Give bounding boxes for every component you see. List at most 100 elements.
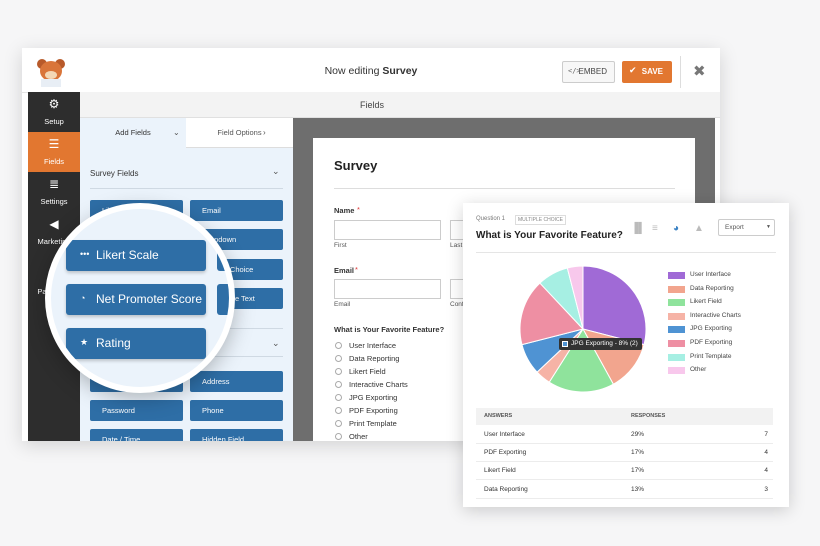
embed-button[interactable]: EMBED	[562, 61, 615, 83]
field-button[interactable]: Phone	[190, 400, 283, 421]
magnifier: Likert Scale ••• Net Promoter Score ◔ Rating…	[45, 203, 235, 393]
form-title: Survey	[334, 158, 378, 173]
sidebar-item[interactable]: ☰ Fields	[28, 132, 80, 172]
legend-label: User Interface	[690, 271, 731, 278]
tab-add-fields[interactable]: Add Fields	[115, 128, 151, 137]
name-label: Name	[334, 206, 355, 215]
sidebar-item[interactable]: ◀ Marketing	[28, 212, 80, 252]
sidebar-icon: ≣	[48, 177, 60, 191]
pie-slice	[566, 265, 584, 330]
radio[interactable]	[335, 407, 342, 414]
required-mark: *	[355, 265, 358, 274]
sidebar-item[interactable]: ≣ Settings	[28, 172, 80, 212]
option-label: Data Reporting	[349, 354, 400, 363]
field-button[interactable]: Date / Time	[90, 429, 183, 441]
radio[interactable]	[335, 420, 342, 427]
chart-type-icon[interactable]: ▐▌	[631, 223, 646, 234]
option-label: Interactive Charts	[349, 380, 408, 389]
table-cell: Likert Field	[484, 467, 516, 475]
legend-swatch	[668, 312, 685, 320]
table-cell: User Interface	[484, 431, 525, 438]
option-label: User Interface	[349, 341, 397, 350]
table-cell: 29%	[631, 431, 645, 438]
input[interactable]	[334, 279, 441, 299]
question-number: Question 1	[476, 216, 506, 222]
radio[interactable]	[335, 433, 342, 440]
radio[interactable]	[335, 381, 342, 388]
logo	[34, 57, 68, 87]
sidebar-icon: ⚙	[48, 97, 60, 111]
legend-label: JPG Exporting	[690, 325, 732, 333]
results-card: Question 1 MULTIPLE CHOICE What is Your Fa…	[463, 203, 789, 507]
embed-icon: </>	[568, 67, 581, 75]
table-header	[476, 408, 773, 425]
radio[interactable]	[335, 355, 342, 362]
legend-label: Interactive Charts	[690, 311, 741, 319]
save-check: ✔	[629, 65, 637, 75]
body	[41, 79, 61, 87]
tab-chevron: ⌄	[173, 128, 180, 137]
pie-slice	[548, 328, 615, 393]
section-chevron: ⌄	[272, 338, 280, 348]
magnified-button[interactable]: Likert Scale	[66, 240, 206, 271]
table-header-cell: ANSWERS	[484, 413, 513, 419]
export-select[interactable]: Export	[718, 219, 775, 236]
legend-swatch	[668, 367, 685, 375]
input[interactable]	[334, 220, 441, 240]
legend-label: Likert Field	[690, 298, 722, 306]
option-label: Likert Field	[349, 367, 386, 376]
table-row-border	[476, 497, 773, 499]
chart-type-icon[interactable]: ▲	[694, 223, 704, 234]
title-name: Survey	[382, 65, 418, 77]
table-cell: 13%	[631, 485, 645, 493]
tab-field-options[interactable]: Field Options	[186, 118, 293, 148]
editing-title: Now editing Survey	[22, 65, 720, 77]
chart-type-icon[interactable]: ≡	[652, 223, 658, 234]
legend-swatch	[668, 353, 685, 361]
field-button[interactable]: Hidden Field	[190, 429, 283, 441]
sidebar-item[interactable]: ⚙ Setup	[28, 92, 80, 132]
card-divider	[476, 252, 776, 253]
fields-bar-title: Fields	[359, 100, 384, 110]
sidebar-icon: ☰	[48, 137, 60, 151]
radio[interactable]	[335, 394, 342, 401]
table-row-border	[476, 443, 773, 444]
legend-swatch	[668, 340, 685, 347]
magnified-button-edge	[217, 240, 229, 271]
sidebar-icon: ◀	[49, 217, 59, 231]
magnified-icon: ◔	[80, 293, 86, 303]
radio[interactable]	[335, 342, 342, 349]
legend-label: Print Template	[690, 352, 732, 360]
save-button[interactable]: SAVE	[622, 61, 672, 83]
option-label: Print Template	[349, 419, 397, 428]
close-button[interactable]: ✖	[693, 63, 706, 80]
table-header-cell: RESPONSES	[631, 413, 666, 419]
form-divider	[334, 188, 675, 189]
sidebar-label: Setup	[44, 117, 64, 126]
email-label: Email	[334, 266, 355, 275]
pie-tooltip: JPG Exporting - 8% (2)	[559, 338, 642, 350]
field-button[interactable]: Email	[190, 200, 283, 221]
magnified-button[interactable]: Net Promoter Score	[66, 284, 206, 315]
table-cell: PDF Exporting	[484, 449, 527, 457]
sidebar-label: Marketing	[37, 237, 71, 246]
magnified-icon: ★	[80, 337, 89, 347]
table-cell: 3	[764, 485, 768, 493]
legend-swatch	[668, 326, 685, 334]
table-row-border	[476, 461, 773, 463]
field-button[interactable]: Password	[90, 400, 183, 421]
header-divider	[680, 56, 681, 88]
sub-label: Email	[334, 301, 351, 308]
tab-chevron: ›	[263, 128, 266, 137]
table-cell: Data Reporting	[484, 485, 528, 493]
magnified-button[interactable]: Rating	[66, 328, 206, 359]
pie-slice	[582, 265, 647, 346]
radio[interactable]	[335, 368, 342, 375]
sidebar-label: Settings	[40, 197, 68, 206]
field-button[interactable]: Address	[190, 371, 283, 392]
legend-label: Other	[690, 366, 707, 374]
chart-type-icon[interactable]: ◕	[673, 223, 680, 234]
legend-swatch	[668, 299, 685, 307]
table-cell: 4	[764, 449, 768, 457]
